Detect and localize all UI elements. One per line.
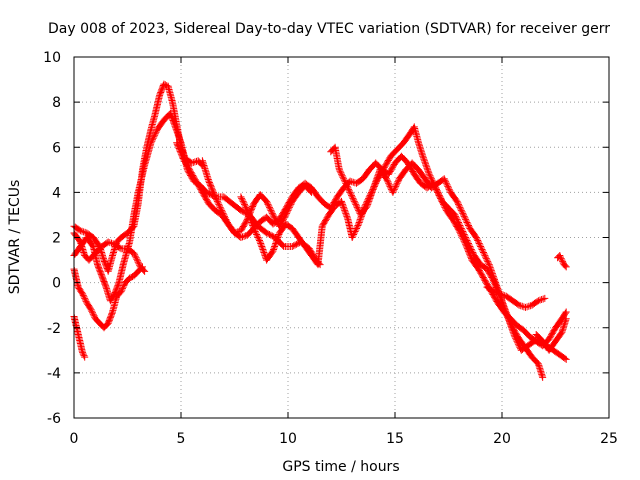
series-9-points: [327, 143, 570, 363]
y-axis-title: SDTVAR / TECUs: [7, 180, 23, 295]
axis-ticks: 0 5 10 15 20 25 -6 -4 -2 0 2 4 6 8 10: [43, 50, 618, 447]
y-tick-label: 8: [52, 95, 61, 111]
y-tick-label: -2: [47, 321, 61, 337]
y-tick-label: 6: [52, 140, 61, 156]
series-8: [237, 123, 547, 381]
series-11: [532, 315, 570, 354]
y-tick-label: 10: [43, 50, 61, 66]
y-tick-label: 2: [52, 231, 61, 247]
chart-title: Day 008 of 2023, Sidereal Day-to-day VTE…: [48, 21, 610, 37]
x-tick-label: 0: [70, 431, 79, 447]
y-tick-label: 0: [52, 276, 61, 292]
x-tick-label: 20: [493, 431, 511, 447]
series-12: [554, 252, 570, 271]
data-marks: [70, 80, 570, 381]
series-12-points: [554, 252, 570, 271]
x-tick-label: 5: [177, 431, 186, 447]
series-8-points: [237, 123, 547, 381]
x-tick-label: 25: [600, 431, 618, 447]
x-tick-label: 15: [386, 431, 404, 447]
grid: [74, 57, 609, 418]
series-10: [483, 283, 549, 311]
series-11-points: [532, 315, 570, 354]
y-tick-label: -4: [47, 366, 61, 382]
x-tick-label: 10: [279, 431, 297, 447]
x-axis-title: GPS time / hours: [282, 459, 399, 475]
series-5-points: [70, 313, 89, 361]
y-tick-label: -6: [47, 411, 61, 427]
series-10-points: [483, 283, 549, 311]
y-tick-label: 4: [52, 185, 61, 201]
series-6-points: [173, 139, 570, 350]
series-5: [70, 313, 89, 361]
series-9: [327, 143, 570, 363]
series-6: [173, 139, 570, 350]
